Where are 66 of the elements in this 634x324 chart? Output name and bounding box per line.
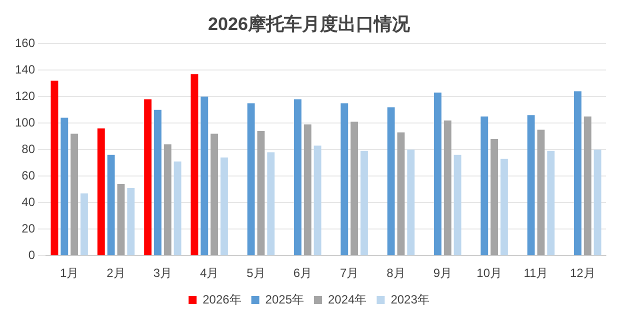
legend-label: 2025年	[265, 292, 304, 306]
legend-label: 2026年	[202, 292, 242, 306]
bar	[107, 154, 115, 256]
y-tick-label: 60	[22, 168, 36, 182]
x-tick-label: 4月	[200, 266, 219, 280]
bar	[144, 99, 152, 256]
bar	[70, 134, 78, 256]
bar	[60, 118, 68, 256]
bar	[360, 150, 368, 256]
bar	[340, 103, 348, 256]
x-tick-label: 6月	[293, 266, 312, 280]
x-tick-label: 10月	[476, 266, 502, 280]
bar	[50, 80, 58, 256]
y-tick-label: 140	[14, 62, 36, 76]
bar	[294, 99, 302, 256]
bar	[80, 193, 88, 256]
y-tick-label: 40	[22, 194, 36, 209]
x-tick-label: 1月	[60, 266, 79, 280]
bar	[174, 162, 182, 256]
bar	[547, 150, 555, 256]
x-tick-label: 3月	[153, 266, 172, 280]
bar	[220, 158, 228, 256]
legend-label: 2023年	[390, 292, 430, 306]
bar	[247, 103, 255, 256]
bar	[480, 116, 488, 256]
bar	[407, 150, 415, 256]
x-tick-label: 2月	[106, 266, 126, 280]
x-tick-label: 9月	[433, 266, 452, 280]
bar	[397, 132, 405, 256]
bar	[594, 150, 602, 256]
bar	[127, 188, 135, 256]
bar	[444, 120, 452, 256]
bar	[190, 74, 198, 256]
y-tick-label: 0	[28, 248, 36, 262]
bar	[267, 152, 275, 256]
bar	[210, 134, 218, 256]
bar	[584, 116, 592, 256]
bar	[387, 107, 395, 256]
bar	[434, 92, 442, 256]
legend-label: 2024年	[328, 292, 367, 306]
x-tick-label: 8月	[386, 266, 406, 280]
bar	[500, 158, 508, 256]
x-tick-label: 7月	[340, 266, 359, 280]
x-tick-label: 5月	[246, 266, 266, 280]
x-tick-label: 12月	[570, 266, 596, 280]
bar	[117, 184, 125, 256]
bar	[314, 146, 322, 256]
bar	[164, 144, 172, 256]
bar	[257, 131, 265, 256]
bar	[574, 91, 582, 256]
bar	[200, 96, 208, 256]
y-tick-label: 160	[14, 36, 36, 50]
bar	[490, 139, 498, 256]
y-tick-label: 80	[22, 142, 36, 156]
bar	[454, 154, 462, 256]
y-tick-label: 100	[14, 115, 36, 130]
y-tick-label: 120	[14, 88, 36, 103]
bar	[350, 122, 358, 256]
y-tick-label: 20	[22, 221, 36, 236]
bar	[527, 115, 535, 256]
bar	[304, 124, 312, 256]
bar	[537, 130, 545, 256]
chart-title: 2026摩托车月度出口情况	[208, 14, 412, 34]
x-tick-label: 11月	[524, 266, 548, 280]
bar	[154, 110, 162, 256]
bar	[97, 128, 105, 256]
